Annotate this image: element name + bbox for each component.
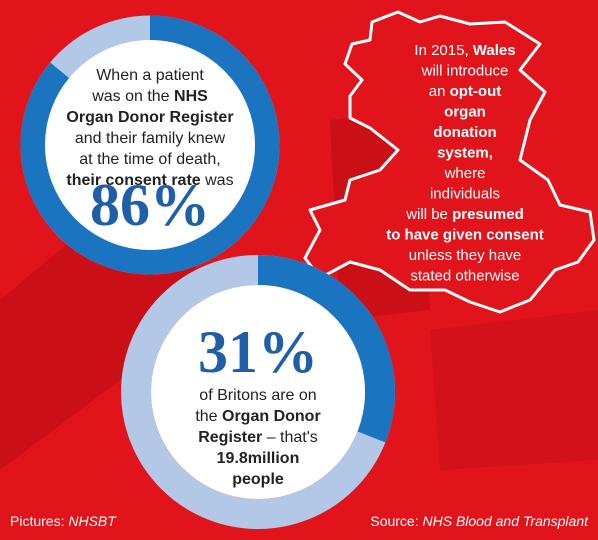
text-run: of Britons are on	[199, 387, 316, 404]
text-run: individuals	[430, 186, 500, 203]
text-run: was on the	[91, 88, 174, 105]
donut-arc	[257, 255, 395, 443]
text-run: presumed	[452, 206, 524, 223]
text-line: was on the NHS	[91, 88, 208, 105]
text-run: at the time of death,	[79, 151, 220, 168]
text-run: and their family knew	[75, 130, 226, 147]
value-label: 86%	[90, 172, 210, 238]
text-line: of Britons are on	[199, 387, 316, 404]
donut-arc	[20, 15, 280, 275]
text-run: the	[195, 408, 222, 425]
text-run: donation	[433, 124, 496, 141]
text-line: people	[232, 471, 284, 488]
text-line: where	[444, 165, 486, 182]
text-line: individuals	[430, 186, 500, 203]
text-run: their consent rate	[66, 172, 200, 189]
donut-charts: 86% When a patient was on the NHS Organ Don…	[20, 15, 395, 529]
text-line: the Organ Donor	[195, 408, 320, 425]
text-line: organ	[444, 104, 486, 121]
text-run: will be	[405, 206, 452, 223]
text-run: Organ Donor	[222, 408, 321, 425]
text-run: Pictures:	[10, 513, 68, 529]
text-line: donation	[433, 124, 496, 141]
text-run: to have given consent	[386, 227, 544, 244]
text-line: system,	[437, 145, 493, 162]
text-run: opt-out	[450, 83, 502, 100]
text-line: In 2015, Wales	[414, 42, 515, 59]
text-run: where	[444, 165, 486, 182]
text-run: When a patient	[96, 67, 204, 84]
text-run: In 2015,	[414, 42, 472, 59]
text-run: NHS Blood and Transplant	[423, 513, 590, 529]
background-shape	[430, 310, 598, 470]
text-line: will introduce	[421, 63, 509, 80]
text-run: system,	[437, 145, 493, 162]
text-line: When a patient	[96, 67, 204, 84]
donut: 86% When a patient was on the NHS Organ Don…	[20, 15, 280, 275]
text-line: stated otherwise	[410, 268, 519, 285]
text-line: Register – that's	[198, 429, 318, 446]
donut-center	[151, 285, 365, 499]
text-run: Wales	[473, 42, 516, 59]
donut-center	[45, 40, 255, 250]
text-line: unless they have	[409, 247, 522, 264]
text-line: will be presumed	[405, 206, 524, 223]
text-run: Organ Donor Register	[66, 109, 233, 126]
text-line: an opt-out	[429, 83, 502, 100]
text-line: Organ Donor Register	[66, 109, 233, 126]
text-line: Source: NHS Blood and Transplant	[370, 513, 589, 529]
value-label: 31%	[198, 319, 318, 385]
text-run: was	[201, 172, 234, 189]
text-line: and their family knew	[75, 130, 226, 147]
text-run: Register	[198, 429, 262, 446]
text-run: organ	[444, 104, 486, 121]
donut: 31% of Britons are on the Organ Donor Regis…	[121, 255, 395, 529]
text-run: will introduce	[421, 63, 509, 80]
text-run: Source:	[370, 513, 422, 529]
text-run: an	[429, 83, 450, 100]
texts: In 2015, Wales will introduce an opt-out or…	[10, 42, 589, 529]
text-run: NHSBT	[68, 513, 117, 529]
text-line: to have given consent	[386, 227, 544, 244]
text-run: unless they have	[409, 247, 522, 264]
text-line: 19.8million	[217, 450, 300, 467]
text-run: – that's	[262, 429, 318, 446]
text-line: Pictures: NHSBT	[10, 513, 117, 529]
text-run: NHS	[174, 88, 208, 105]
wales-map	[303, 10, 596, 314]
text-run: people	[232, 471, 284, 488]
text-line: their consent rate was	[66, 172, 233, 189]
text-line: at the time of death,	[79, 151, 220, 168]
text-run: 19.8million	[217, 450, 300, 467]
text-run: stated otherwise	[410, 268, 519, 285]
